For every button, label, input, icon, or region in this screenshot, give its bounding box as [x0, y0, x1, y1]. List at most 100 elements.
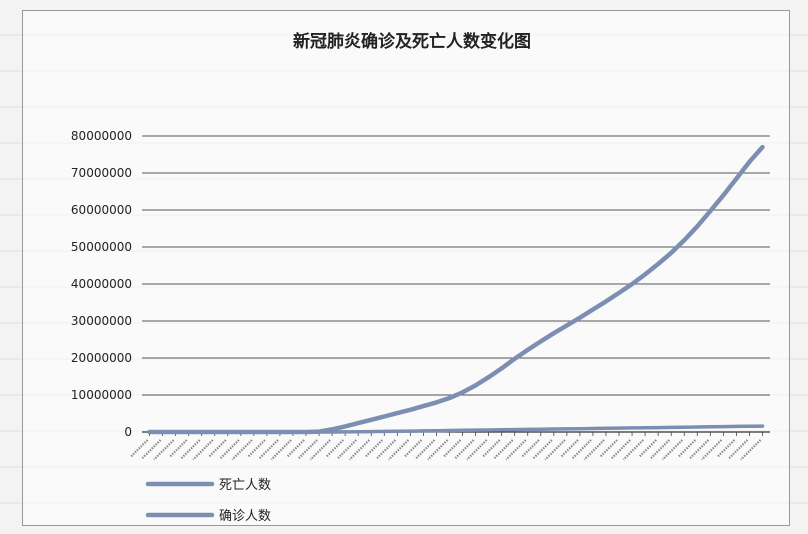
x-tick-label [677, 439, 697, 458]
data-point [252, 430, 256, 434]
x-tick-label [286, 439, 305, 458]
x-tick-label [387, 439, 410, 461]
data-point [500, 366, 504, 370]
x-tick-label [505, 439, 527, 461]
data-point [552, 331, 556, 335]
x-tick-label [442, 439, 462, 458]
data-point [343, 424, 347, 429]
data-point [591, 426, 595, 431]
data-point [473, 428, 478, 432]
y-tick-label: 40000000 [71, 277, 132, 291]
data-point [473, 383, 478, 387]
x-tick-label [638, 439, 657, 458]
data-point [669, 251, 673, 255]
data-point [239, 430, 243, 434]
data-point [539, 427, 543, 431]
x-tick-label [700, 439, 723, 461]
data-point [147, 430, 152, 434]
data-point [447, 428, 452, 433]
data-point [565, 427, 569, 431]
data-point [421, 404, 425, 408]
data-point [382, 414, 386, 419]
data-point [330, 427, 334, 432]
y-tick-label: 70000000 [71, 166, 132, 180]
data-point [291, 430, 295, 434]
data-point [734, 424, 738, 429]
x-tick-label [325, 439, 344, 458]
x-tick-label [153, 439, 175, 461]
data-point [447, 396, 452, 400]
data-point [617, 426, 621, 430]
x-tick-label [427, 439, 449, 461]
data-point [708, 209, 712, 213]
y-tick-label: 60000000 [71, 203, 132, 217]
data-point [513, 427, 517, 432]
data-point [695, 425, 699, 429]
data-point [408, 429, 412, 433]
data-point [695, 224, 699, 228]
series-lines [147, 144, 765, 435]
data-point [382, 429, 386, 434]
series-line-deaths [147, 144, 765, 435]
x-tick-label [716, 439, 736, 458]
y-tick-label: 0 [124, 425, 132, 439]
data-point [187, 430, 191, 434]
data-point [304, 430, 308, 434]
x-tick-label [466, 439, 488, 461]
y-tick-label: 80000000 [71, 129, 132, 143]
data-point [434, 400, 439, 404]
data-point [760, 145, 765, 149]
x-tick-label [544, 439, 566, 461]
x-tick-label [129, 439, 149, 458]
data-point [487, 428, 491, 432]
data-point [578, 427, 582, 431]
data-point [617, 291, 621, 295]
x-tick-label [192, 439, 214, 461]
data-point [656, 262, 660, 266]
data-point [213, 430, 217, 434]
y-tick-label: 50000000 [71, 240, 132, 254]
x-tick-label [270, 439, 292, 461]
data-point [395, 411, 399, 415]
x-tick-label [661, 439, 684, 461]
data-point [160, 430, 165, 434]
data-point [226, 430, 230, 434]
x-tick-label [560, 439, 579, 458]
x-tick-label [247, 439, 266, 458]
data-point [460, 428, 465, 432]
x-tick-label [169, 439, 188, 458]
data-point [747, 424, 752, 428]
x-tick-label [583, 439, 605, 461]
data-point [669, 425, 673, 429]
data-point [734, 176, 738, 181]
legend-label: 死亡人数 [219, 478, 271, 493]
data-point [369, 430, 373, 434]
data-point [708, 425, 712, 429]
data-point [421, 429, 425, 433]
x-tick-label [622, 439, 644, 461]
data-point [591, 307, 595, 312]
data-point [200, 430, 204, 434]
data-point [526, 348, 530, 352]
data-point [278, 430, 282, 434]
x-tick-label [208, 439, 227, 458]
y-tick-label: 30000000 [71, 314, 132, 328]
data-point [408, 408, 412, 412]
data-point [174, 430, 178, 434]
data-point [604, 426, 608, 430]
x-tick-label [364, 439, 384, 458]
data-point [682, 425, 686, 429]
data-point [356, 421, 360, 425]
series-line-confirmed [147, 424, 765, 434]
x-tick-label [231, 439, 253, 461]
data-point [760, 424, 765, 428]
data-point [317, 430, 321, 434]
data-point [539, 339, 543, 343]
data-point [656, 425, 660, 430]
data-point [395, 429, 399, 433]
data-point [682, 238, 686, 242]
data-point [630, 426, 634, 430]
data-point [500, 428, 504, 432]
